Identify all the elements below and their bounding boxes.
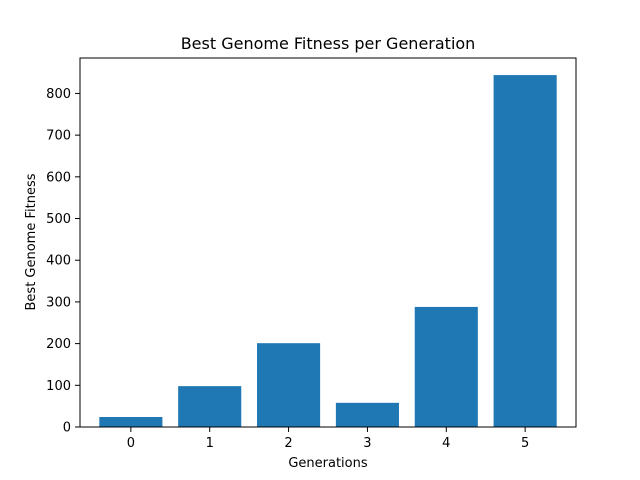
y-tick-label: 500 [46, 212, 71, 227]
y-tick-label: 0 [63, 421, 71, 436]
x-tick-label: 5 [521, 436, 529, 451]
y-tick-label: 200 [46, 337, 71, 352]
bars-group [99, 75, 557, 428]
x-tick-label: 3 [363, 436, 371, 451]
x-axis-label: Generations [288, 456, 368, 471]
plot-area-frame [79, 57, 577, 428]
bar-generation-2 [257, 343, 321, 427]
y-tick-label: 400 [46, 254, 71, 269]
y-tick-label: 100 [46, 379, 71, 394]
y-tick-label: 300 [46, 295, 71, 310]
x-tick-label: 4 [442, 436, 450, 451]
x-axis-ticks: 0 1 2 3 4 5 [127, 427, 529, 451]
bar-generation-0 [99, 416, 163, 427]
bar-generation-1 [178, 386, 242, 427]
bar-generation-5 [493, 75, 557, 428]
y-tick-label: 700 [46, 129, 71, 144]
y-axis-ticks: 0 100 200 300 400 500 600 700 800 [46, 87, 80, 436]
x-tick-label: 2 [284, 436, 292, 451]
y-tick-label: 600 [46, 170, 71, 185]
x-tick-label: 1 [206, 436, 214, 451]
y-tick-label: 800 [46, 87, 71, 102]
x-tick-label: 0 [127, 436, 135, 451]
chart-title: Best Genome Fitness per Generation [181, 34, 476, 53]
bar-generation-3 [335, 402, 399, 427]
bar-generation-4 [414, 306, 478, 427]
y-axis-label: Best Genome Fitness [24, 173, 39, 310]
